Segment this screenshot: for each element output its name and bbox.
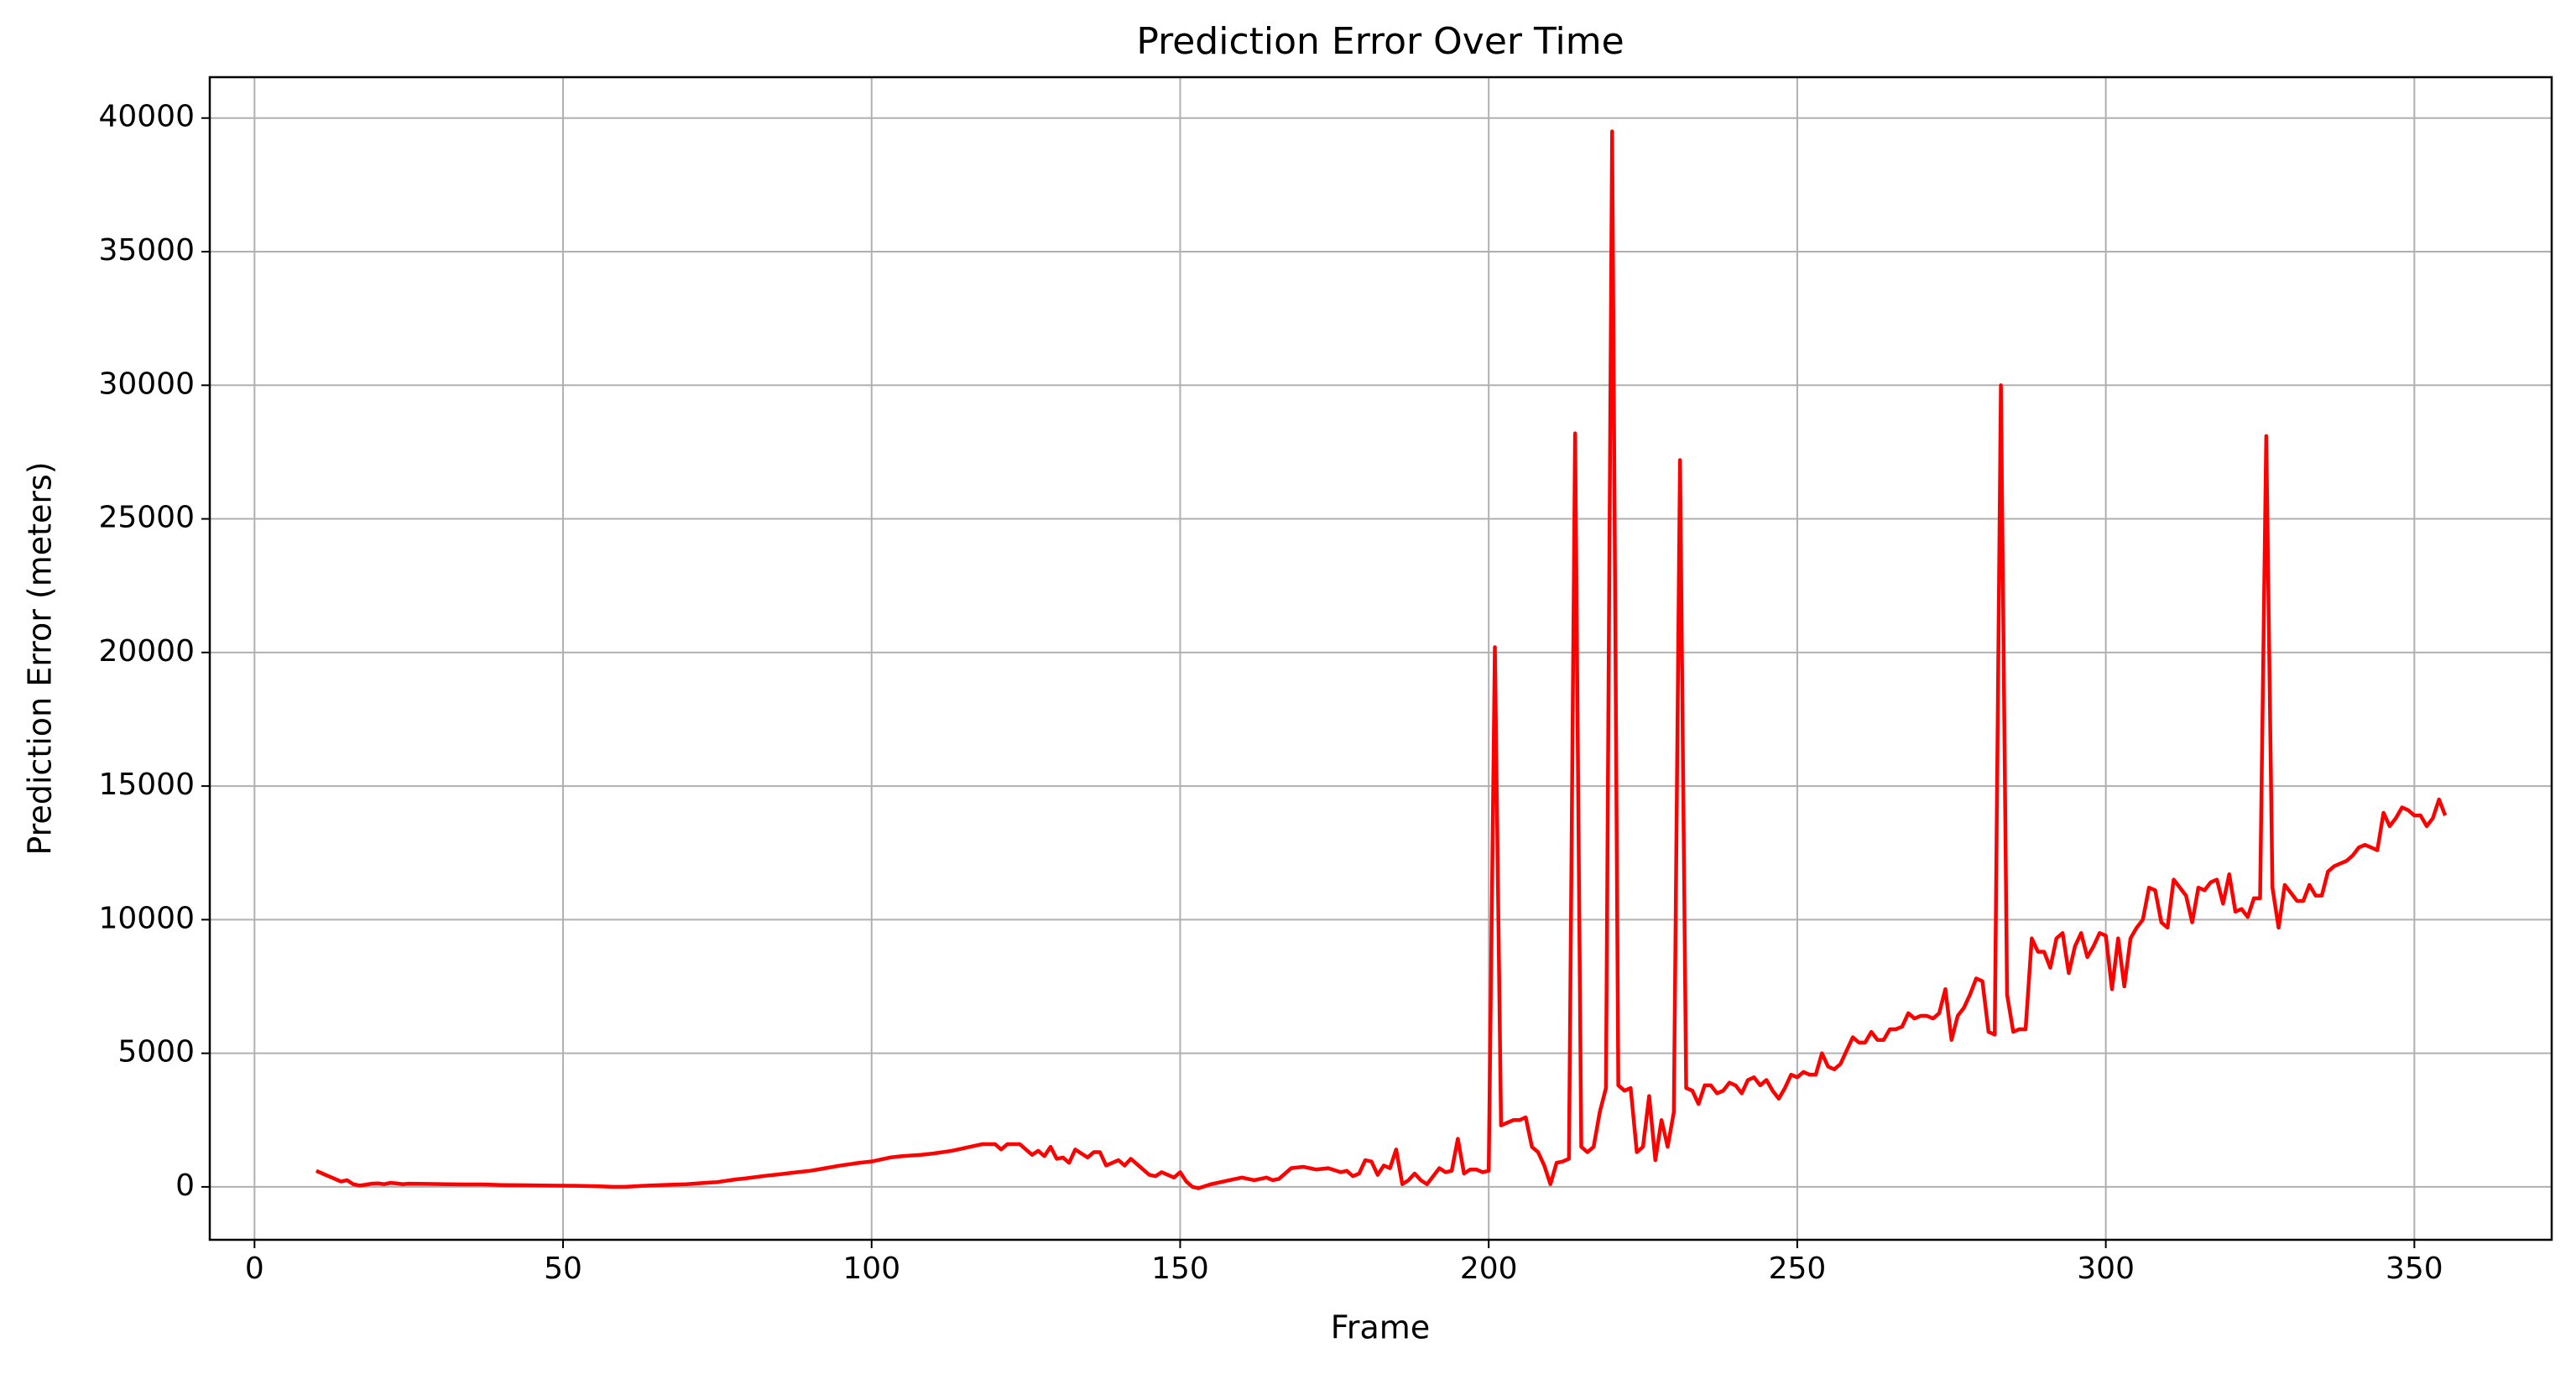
data-line bbox=[315, 129, 2448, 1190]
y-tick-label: 0 bbox=[175, 1168, 195, 1203]
y-tick-label: 5000 bbox=[117, 1035, 195, 1070]
y-axis-label: Prediction Error (meters) bbox=[22, 461, 59, 855]
x-tick-label: 200 bbox=[1460, 1252, 1518, 1286]
y-tick-label: 15000 bbox=[98, 768, 195, 802]
x-axis-label: Frame bbox=[1331, 1309, 1430, 1346]
y-tick-label: 40000 bbox=[98, 100, 195, 134]
y-tick-label: 25000 bbox=[98, 501, 195, 535]
x-tick-label: 250 bbox=[1769, 1252, 1827, 1286]
y-tick-label: 35000 bbox=[98, 233, 195, 268]
x-tick-label: 100 bbox=[842, 1252, 900, 1286]
grid bbox=[210, 77, 2552, 1240]
y-tick-label: 10000 bbox=[98, 901, 195, 935]
chart-title: Prediction Error Over Time bbox=[1136, 20, 1624, 63]
axes-frame bbox=[208, 75, 2553, 1241]
x-tick-label: 350 bbox=[2386, 1252, 2443, 1286]
x-tick-label: 50 bbox=[544, 1252, 582, 1286]
x-tick-label: 0 bbox=[245, 1252, 264, 1286]
x-tick-label: 150 bbox=[1151, 1252, 1209, 1286]
x-tick-label: 300 bbox=[2077, 1252, 2135, 1286]
y-tick-label: 20000 bbox=[98, 634, 195, 669]
plot-area bbox=[315, 129, 2448, 1190]
y-tick-label: 30000 bbox=[98, 367, 195, 401]
